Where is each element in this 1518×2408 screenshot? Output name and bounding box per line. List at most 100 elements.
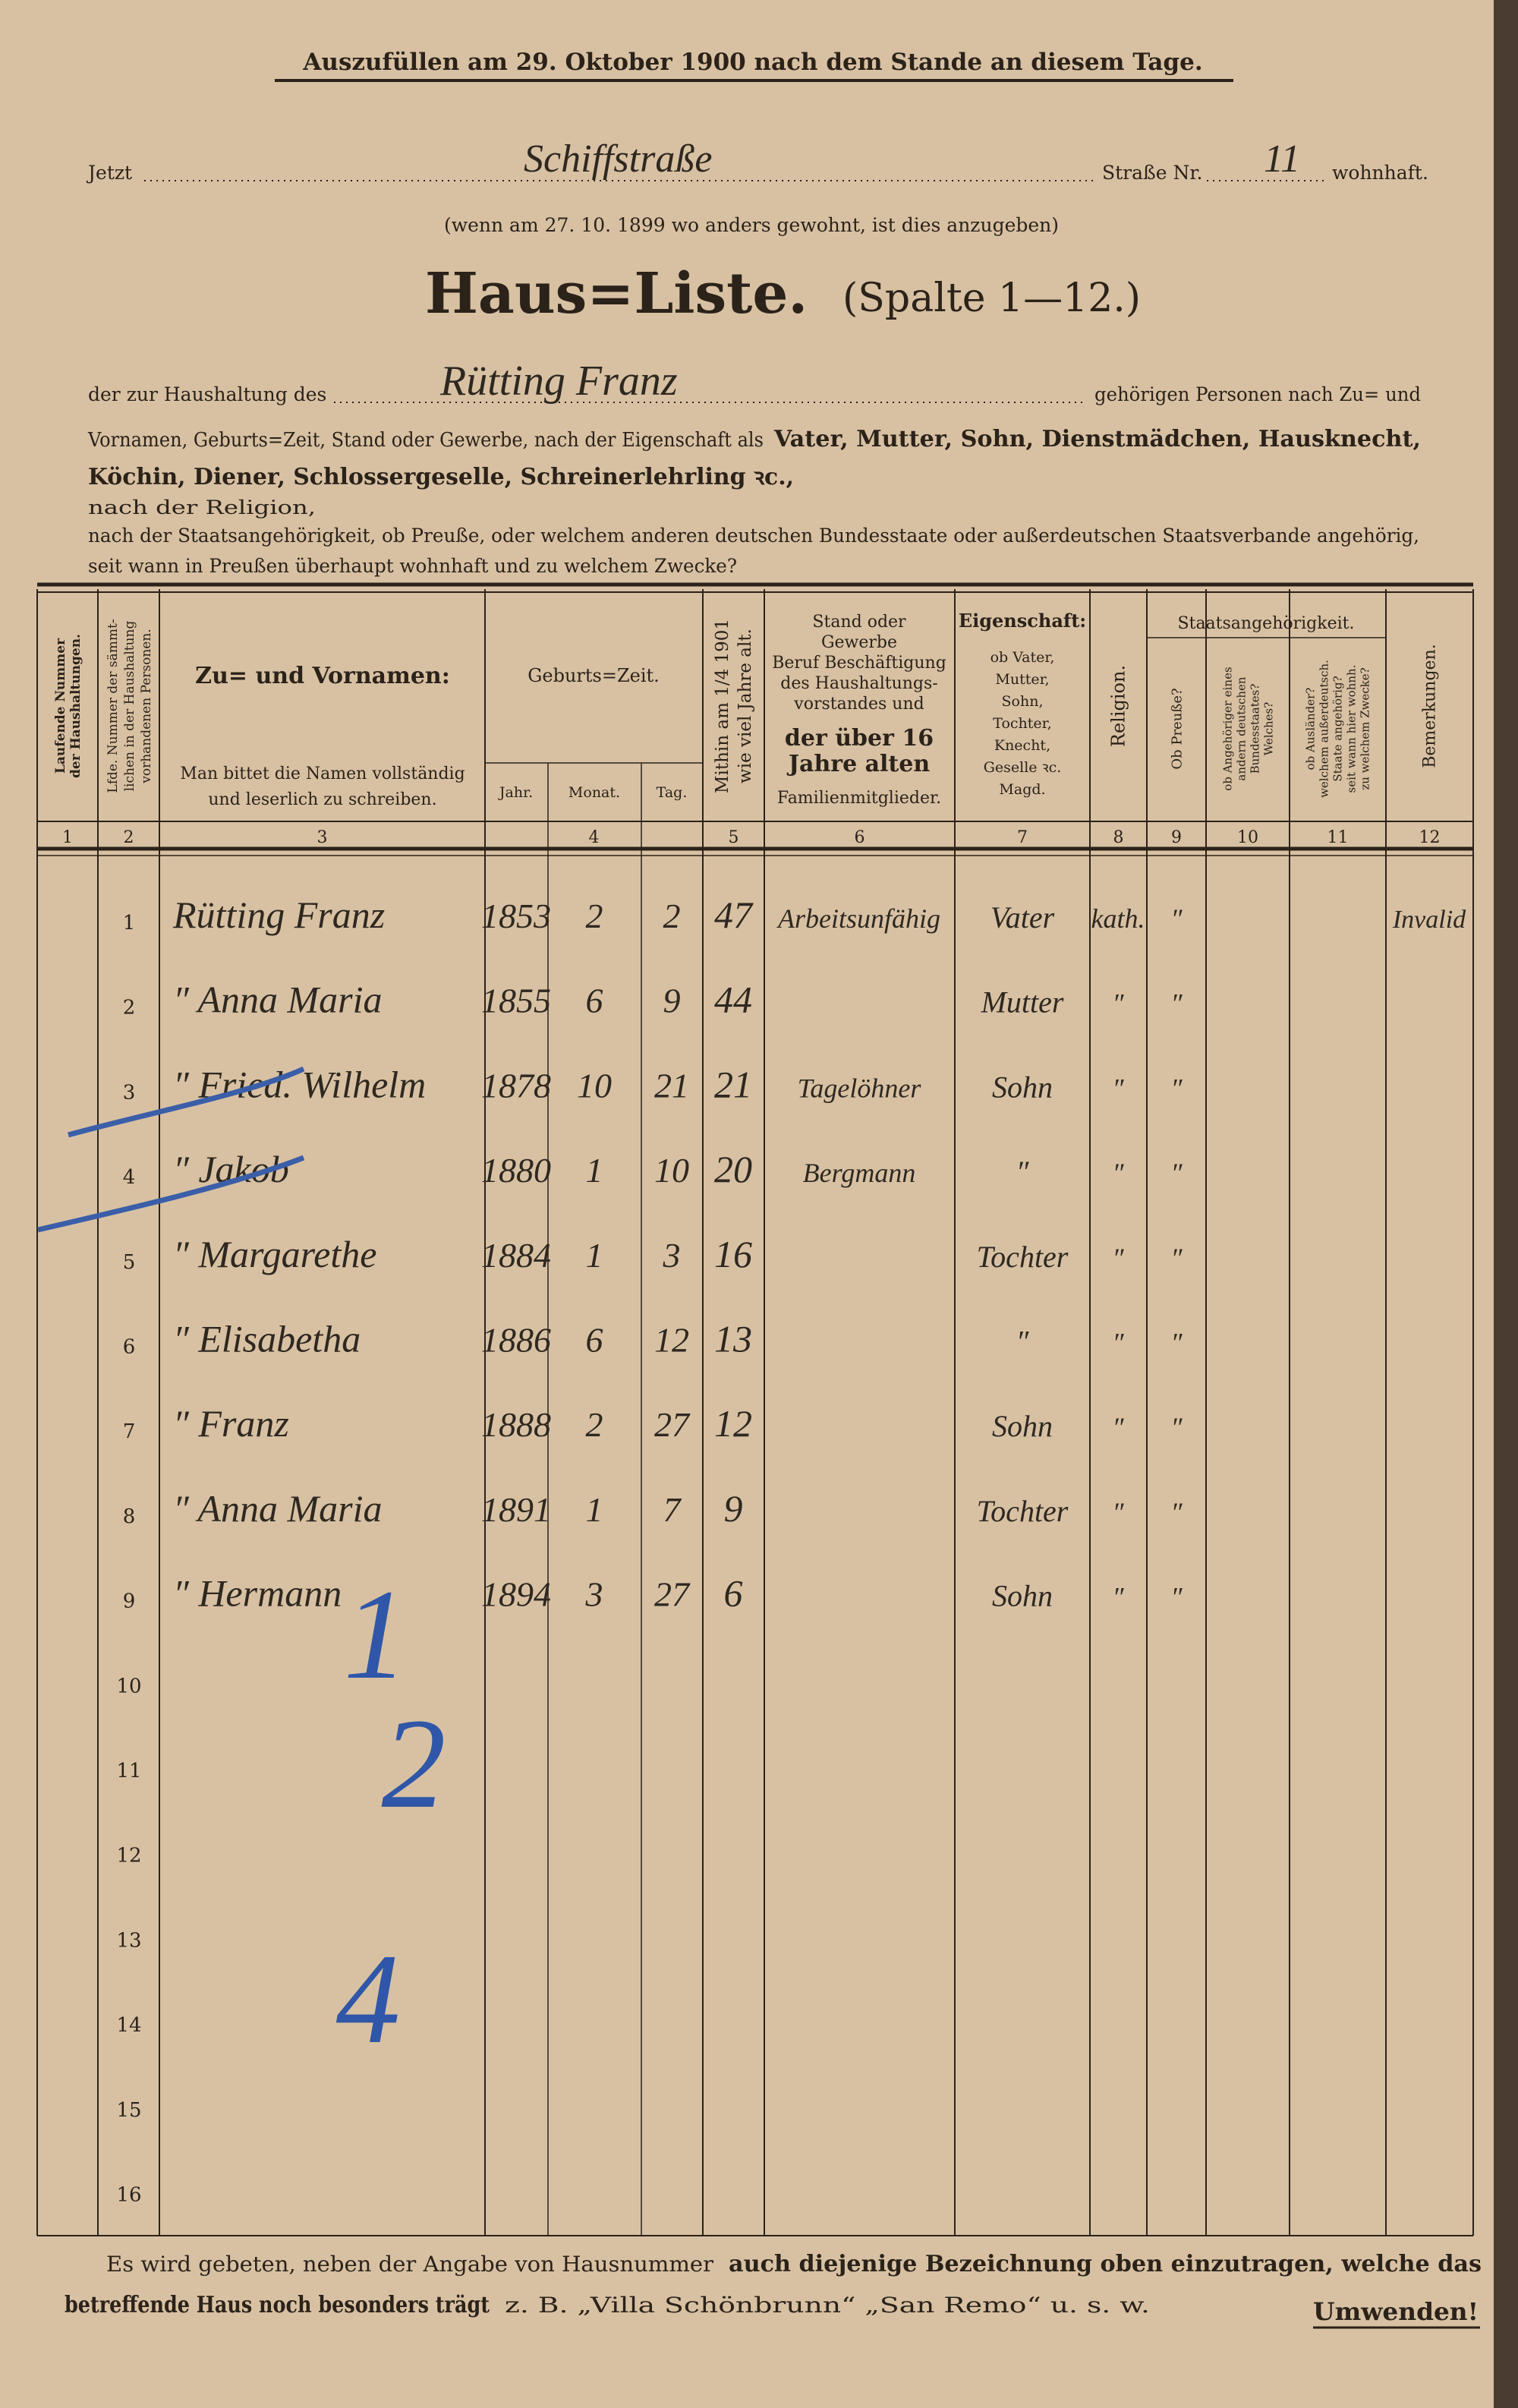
label: Jetzt [86,162,132,184]
column-header: Beruf Beschäftigung [772,654,946,673]
notice: Auszufüllen am 29. Oktober 1900 nach dem… [302,49,1202,76]
handwritten-entry: 9 [663,982,681,1020]
column-header: ob Angehöriger eines [1220,667,1234,790]
footer-text: betreffende Haus noch besonders trägt [65,2292,490,2318]
label: Straße Nr. [1102,162,1203,184]
handwritten-entry: ″ [1016,1325,1030,1359]
handwritten-entry: ″ [1113,1328,1125,1358]
handwritten-entry: ″ Elisabetha [173,1318,361,1360]
handwritten-entry: ″ [1171,1582,1183,1612]
handwritten-entry: 10 [654,1151,689,1190]
column-header: Magd. [999,781,1045,798]
blue-mark: 2 [382,1692,446,1835]
column-number: 8 [1113,828,1124,847]
handwritten-entry: ″ [1171,1073,1183,1103]
handwritten-entry: 1891 [481,1490,551,1529]
handwritten-entry: ″ Margarethe [173,1233,376,1275]
column-number: 9 [1171,828,1182,847]
handwritten-entry: 20 [714,1148,752,1190]
handwritten-entry: 6 [724,1572,743,1615]
handwritten-entry: ″ [1113,1412,1125,1442]
blue-strike [37,1155,305,1233]
handwritten-entry: Rütting Franz [172,894,385,936]
handwritten-entry: ″ [1171,1497,1183,1527]
subtitle: (Spalte 1—12.) [842,276,1141,321]
title: Haus=Liste. [425,261,808,326]
column-number: 5 [729,828,739,847]
footer-text: Es wird gebeten, neben der Angabe von Ha… [106,2252,714,2277]
column-header: Knecht, [994,737,1050,754]
column-header: Religion. [1107,665,1129,747]
row-number: 14 [116,2014,141,2037]
blue-mark: 4 [336,1927,401,2070]
handwritten-entry: 1884 [481,1236,551,1275]
handwritten-entry: 27 [654,1405,691,1444]
handwritten-entry: Tochter [977,1494,1069,1528]
handwritten-entry: ″ [1171,1243,1183,1273]
column-header: andern deutschen [1234,676,1248,780]
column-number: 11 [1327,828,1349,847]
column-header: welchem außerdeutsch. [1317,660,1331,798]
row-number: 1 [123,912,136,935]
column-header: Tag. [657,784,688,801]
column-number: 2 [124,828,134,847]
handwritten-entry: 1894 [481,1575,551,1614]
handwritten-entry: ″ [1171,903,1183,934]
column-number: 12 [1419,828,1441,847]
text: nach der Religion, [88,496,316,518]
handwritten-entry: ″ [1113,1073,1125,1103]
handwritten-entry: Invalid [1392,906,1466,934]
handwritten-entry: Bergmann [803,1158,916,1188]
handwritten-entry: 1888 [481,1405,551,1444]
handwritten-entry: ″ [1171,1412,1183,1442]
handwritten-entry: Vater [990,900,1055,935]
handwritten-entry: Tochter [977,1240,1069,1274]
handwritten-entry: ″ [1113,988,1125,1019]
column-header: und leserlich zu schreiben. [208,790,436,809]
handwritten-entry: 1855 [481,982,551,1020]
column-header: wie viel Jahre alt. [735,629,755,783]
handwritten-entry: 1886 [481,1321,551,1360]
column-header: Bundesstaates? [1248,684,1261,774]
handwritten-entry: 47 [714,894,754,936]
handwritten-entry: Tagelöhner [798,1073,922,1103]
label: wohnhaft. [1332,162,1428,184]
row-number: 2 [123,997,136,1020]
row-number: 4 [123,1166,136,1189]
row-number: 8 [123,1505,136,1528]
column-header: Bemerkungen. [1421,644,1440,768]
handwritten-entry: ″ [1113,1243,1125,1273]
column-header: Mithin am 1/4 1901 [713,619,732,793]
handwritten-entry: 1 [586,1151,603,1190]
column-header: Ob Preuße? [1169,688,1185,769]
handwritten-entry: ″ [1016,1155,1030,1189]
handwritten-entry: 27 [654,1575,691,1614]
handwritten-entry: 44 [714,979,752,1021]
text: gehörigen Personen nach Zu= und [1094,383,1421,405]
handwritten-entry: 9 [724,1487,743,1530]
column-header: Jahre alten [786,751,931,777]
table: Laufende Nummer der Haushaltungen. Lfde. N… [36,582,1474,2236]
handwritten-entry: 6 [586,1321,603,1360]
handwritten-entry: ″ [1171,1328,1183,1358]
handwritten-entry: ″ [1113,1158,1125,1188]
handwriting: Schiffstraße [524,137,712,181]
handwriting: Rütting Franz [439,358,678,405]
handwritten-entry: 1880 [481,1151,551,1190]
handwritten-entry: Sohn [992,1579,1053,1613]
handwritten-entry: 1 [586,1236,603,1275]
handwritten-entry: Sohn [992,1409,1053,1443]
column-number: 7 [1017,828,1028,847]
column-header: Geburts=Zeit. [528,665,660,686]
column-header: der Haushaltungen. [68,634,83,778]
text: Vater, Mutter, Sohn, Dienstmädchen, Haus… [773,426,1421,452]
column-header: seit wann hier wohnh. [1344,665,1358,793]
handwritten-entry: 16 [714,1233,752,1275]
column-number: 4 [589,828,600,847]
column-header: Lfde. Nummer der sämmt- [106,619,121,793]
column-header: Stand oder [812,613,906,632]
column-header: Staatsangehörigkeit. [1178,614,1355,633]
column-header: der über 16 [785,725,934,752]
